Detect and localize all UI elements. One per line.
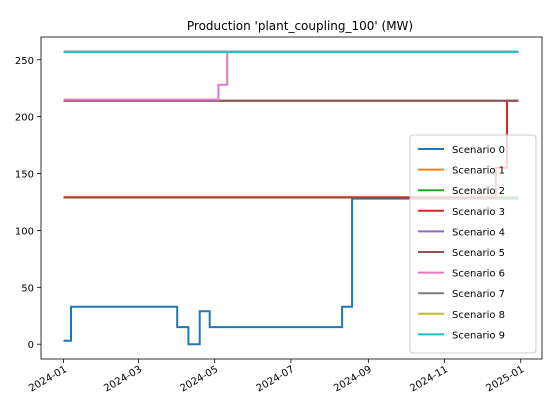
y-tick-label: 50 xyxy=(21,283,34,294)
legend: Scenario 0 Scenario 1 Scenario 2 Scenario 3… xyxy=(409,134,537,354)
legend-label-6: Scenario 6 xyxy=(452,269,505,280)
x-tick-label: 2024-11 xyxy=(408,364,450,394)
x-tick-label: 2025-01 xyxy=(485,364,527,394)
x-axis: 2024-01 2024-03 2024-05 2024-07 2024-09 2024-… xyxy=(27,359,526,394)
series-line-0 xyxy=(63,197,519,346)
y-tick-label: 250 xyxy=(15,56,34,67)
series-line-6 xyxy=(63,50,519,101)
y-tick-label: 0 xyxy=(28,340,34,351)
legend-label-0: Scenario 0 xyxy=(452,145,505,156)
x-tick-label: 2024-05 xyxy=(178,364,220,394)
x-tick-label: 2024-03 xyxy=(102,364,144,394)
y-tick-label: 200 xyxy=(15,113,34,124)
legend-label-3: Scenario 3 xyxy=(452,207,505,218)
x-tick-label: 2024-07 xyxy=(255,364,297,394)
y-axis: 0 50 100 150 200 250 xyxy=(15,56,41,351)
chart-title: Production 'plant_coupling_100' (MW) xyxy=(187,19,413,33)
legend-label-7: Scenario 7 xyxy=(452,289,505,300)
legend-label-8: Scenario 8 xyxy=(452,310,505,321)
x-tick-label: 2024-01 xyxy=(27,364,69,394)
x-tick-label: 2024-09 xyxy=(332,364,374,394)
legend-label-5: Scenario 5 xyxy=(452,248,505,259)
legend-label-2: Scenario 2 xyxy=(452,186,505,197)
legend-label-9: Scenario 9 xyxy=(452,330,505,341)
y-tick-label: 150 xyxy=(15,170,34,181)
legend-label-4: Scenario 4 xyxy=(452,227,505,238)
y-tick-label: 100 xyxy=(15,226,34,237)
plot-frame xyxy=(40,36,543,360)
legend-label-1: Scenario 1 xyxy=(452,166,505,177)
